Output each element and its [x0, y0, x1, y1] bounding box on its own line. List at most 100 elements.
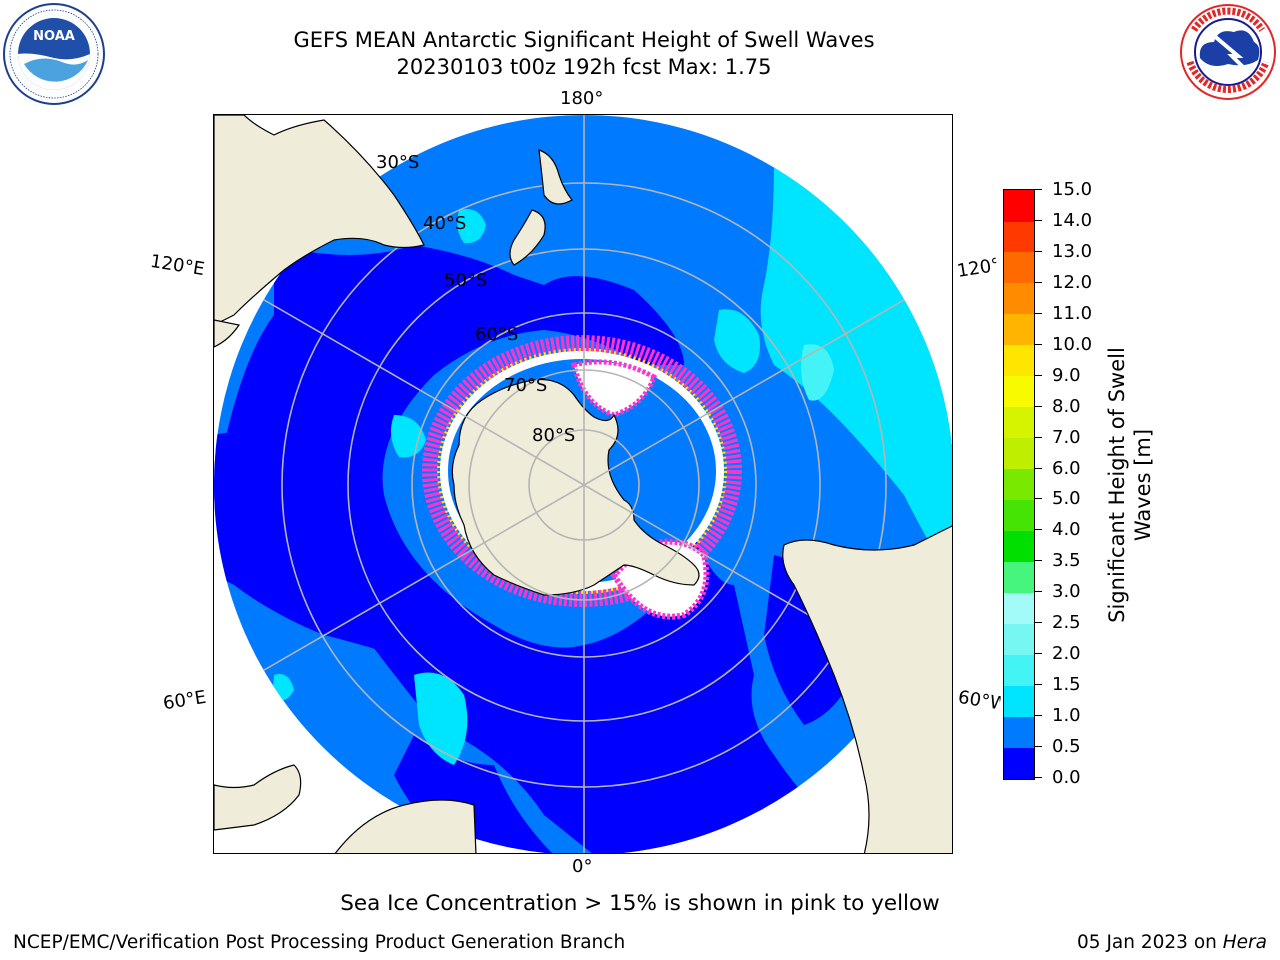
colorbar-tick: 2.5: [1035, 613, 1115, 633]
colorbar-tick-mark: [1035, 189, 1042, 190]
polar-map-canvas: [214, 115, 952, 853]
colorbar-tick-label: 3.5: [1052, 550, 1081, 572]
colorbar-tick-mark: [1035, 436, 1042, 438]
colorbar-tick-label: 14.0: [1052, 209, 1093, 231]
colorbar-bin: [1004, 654, 1034, 686]
colorbar-bin: [1004, 530, 1034, 562]
colorbar-tick-label: 0.0: [1052, 767, 1081, 788]
continents: [214, 115, 952, 853]
colorbar-tick-mark: [1035, 777, 1042, 778]
colorbar-tick-label: 2.0: [1052, 643, 1081, 665]
run-date: 05 Jan 2023 on: [1077, 932, 1223, 953]
colorbar-bin: [1004, 437, 1034, 470]
colorbar-tick-mark: [1035, 405, 1042, 407]
colorbar-tick: 4.0: [1035, 520, 1115, 540]
lat-label-40s: 40°S: [423, 213, 467, 234]
run-date-credit: 05 Jan 2023 on Hera: [1077, 932, 1267, 953]
lon-label-180: 180°: [560, 88, 604, 109]
colorbar-tick-label: 15.0: [1052, 179, 1093, 200]
colorbar-tick: 1.0: [1035, 706, 1115, 726]
colorbar-tick-label: 6.0: [1052, 457, 1081, 479]
colorbar-tick-mark: [1035, 684, 1042, 686]
colorbar-tick-mark: [1035, 374, 1042, 376]
swell-band-1p5-2p0: [800, 344, 834, 401]
colorbar-tick: 11.0: [1035, 302, 1115, 324]
colorbar-bin: [1004, 592, 1034, 624]
colorbar-bin: [1004, 747, 1034, 779]
colorbar-tick-label: 11.0: [1052, 302, 1093, 324]
colorbar-tick: 12.0: [1035, 271, 1115, 293]
colorbar-bin: [1004, 344, 1034, 377]
colorbar-tick: 3.0: [1035, 582, 1115, 602]
colorbar-tick-mark: [1035, 715, 1042, 717]
colorbar-tick: 15.0: [1035, 180, 1115, 200]
colorbar-tick: 14.0: [1035, 209, 1115, 231]
colorbar-tick-mark: [1035, 343, 1042, 345]
colorbar-tick-mark: [1035, 467, 1042, 469]
colorbar-tick: 6.0: [1035, 457, 1115, 479]
sea-ice-footnote: Sea Ice Concentration > 15% is shown in …: [340, 891, 940, 916]
colorbar-tick-mark: [1035, 560, 1042, 562]
colorbar-tick-mark: [1035, 622, 1042, 624]
lat-label-80s: 80°S: [532, 425, 576, 446]
svg-text:NOAA: NOAA: [33, 29, 75, 44]
colorbar-tick: 7.0: [1035, 426, 1115, 448]
colorbar-bin: [1004, 406, 1034, 439]
colorbar-tick: 10.0: [1035, 333, 1115, 355]
colorbar-tick-label: 9.0: [1052, 364, 1081, 386]
lon-label-120e: 120°E: [148, 250, 207, 281]
polar-map: [213, 114, 953, 854]
colorbar-tick-mark: [1035, 312, 1042, 314]
graticule: [214, 115, 952, 853]
meridian-60e-120w: [214, 270, 952, 700]
nws-logo: [1180, 4, 1276, 100]
colorbar-tick-mark: [1035, 529, 1042, 531]
colorbar-tick-mark: [1035, 219, 1042, 221]
chart-title: GEFS MEAN Antarctic Significant Height o…: [293, 28, 875, 52]
lat-label-30s: 30°S: [376, 152, 420, 173]
antarctica-landmass: [451, 378, 700, 596]
colorbar-bin: [1004, 375, 1034, 408]
colorbar-tick-label: 12.0: [1052, 271, 1093, 293]
colorbar-tick: 1.5: [1035, 675, 1115, 695]
lon-label-60e: 60°E: [161, 686, 208, 715]
colorbar-tick: 2.0: [1035, 644, 1115, 664]
colorbar-tick: 3.5: [1035, 551, 1115, 571]
colorbar-bin: [1004, 685, 1034, 717]
colorbar-tick-label: 0.5: [1052, 736, 1081, 758]
colorbar-tick-label: 10.0: [1052, 333, 1093, 355]
colorbar-bin: [1004, 282, 1034, 315]
lon-label-0: 0°: [572, 856, 593, 877]
producer-credit: NCEP/EMC/Verification Post Processing Pr…: [13, 932, 626, 953]
colorbar-tick-label: 13.0: [1052, 240, 1093, 262]
colorbar-bin: [1004, 623, 1034, 655]
colorbar-bin: [1004, 561, 1034, 593]
colorbar-tick: 13.0: [1035, 240, 1115, 262]
colorbar-tick-mark: [1035, 653, 1042, 655]
colorbar-tick-label: 7.0: [1052, 426, 1081, 448]
colorbar-tick-mark: [1035, 281, 1042, 283]
colorbar-tick-mark: [1035, 591, 1042, 593]
colorbar-bin: [1004, 251, 1034, 284]
colorbar-bin: [1004, 313, 1034, 346]
colorbar-label: Significant Height of Swell Waves [m]: [1105, 347, 1155, 623]
colorbar-bin: [1004, 499, 1034, 532]
colorbar-tick: 5.0: [1035, 489, 1115, 509]
colorbar-tick-label: 8.0: [1052, 395, 1081, 417]
colorbar: [1003, 189, 1035, 780]
host-name: Hera: [1222, 932, 1267, 953]
colorbar-tick-label: 1.0: [1052, 705, 1081, 727]
colorbar-bin: [1004, 468, 1034, 501]
lon-label-60w: 60°W: [956, 686, 1002, 715]
chart-subtitle: 20230103 t00z 192h fcst Max: 1.75: [396, 55, 772, 79]
colorbar-tick-label: 5.0: [1052, 488, 1081, 510]
colorbar-bin: [1004, 220, 1034, 253]
colorbar-tick-label: 1.5: [1052, 674, 1081, 696]
colorbar-tick-mark: [1035, 746, 1042, 748]
lat-label-70s: 70°S: [504, 375, 548, 396]
colorbar-tick-label: 4.0: [1052, 519, 1081, 541]
colorbar-tick-mark: [1035, 498, 1042, 500]
colorbar-tick: 8.0: [1035, 395, 1115, 417]
colorbar-tick-mark: [1035, 250, 1042, 252]
colorbar-ticks: 0.0 0.5 1.0 1.5 2.0 2.5 3.0 3.5 4.0 5.0 6.0 7.0 8.0 9…: [1035, 180, 1115, 788]
